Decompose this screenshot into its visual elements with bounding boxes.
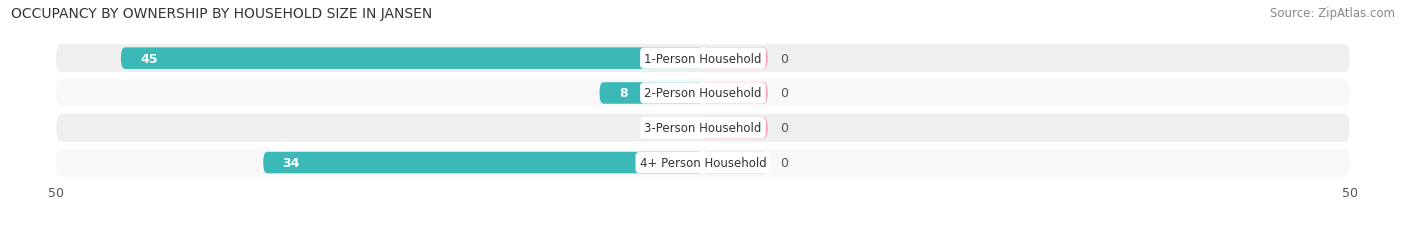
Text: 0: 0 <box>780 122 789 135</box>
Text: 1-Person Household: 1-Person Household <box>644 52 762 65</box>
Text: 0: 0 <box>780 52 789 65</box>
Text: OCCUPANCY BY OWNERSHIP BY HOUSEHOLD SIZE IN JANSEN: OCCUPANCY BY OWNERSHIP BY HOUSEHOLD SIZE… <box>11 7 433 21</box>
FancyBboxPatch shape <box>263 152 703 174</box>
Text: 8: 8 <box>619 87 627 100</box>
Text: 45: 45 <box>141 52 157 65</box>
Text: 4+ Person Household: 4+ Person Household <box>640 156 766 169</box>
Text: Source: ZipAtlas.com: Source: ZipAtlas.com <box>1270 7 1395 20</box>
FancyBboxPatch shape <box>703 118 768 139</box>
Text: 0: 0 <box>780 87 789 100</box>
Text: 0: 0 <box>780 156 789 169</box>
FancyBboxPatch shape <box>56 149 1350 177</box>
FancyBboxPatch shape <box>121 48 703 70</box>
FancyBboxPatch shape <box>56 45 1350 73</box>
FancyBboxPatch shape <box>599 83 703 104</box>
FancyBboxPatch shape <box>56 80 1350 107</box>
Text: 0: 0 <box>682 122 690 135</box>
FancyBboxPatch shape <box>703 152 768 174</box>
FancyBboxPatch shape <box>703 48 768 70</box>
Text: 2-Person Household: 2-Person Household <box>644 87 762 100</box>
Text: 3-Person Household: 3-Person Household <box>644 122 762 135</box>
FancyBboxPatch shape <box>56 114 1350 142</box>
Text: 34: 34 <box>283 156 299 169</box>
FancyBboxPatch shape <box>703 83 768 104</box>
